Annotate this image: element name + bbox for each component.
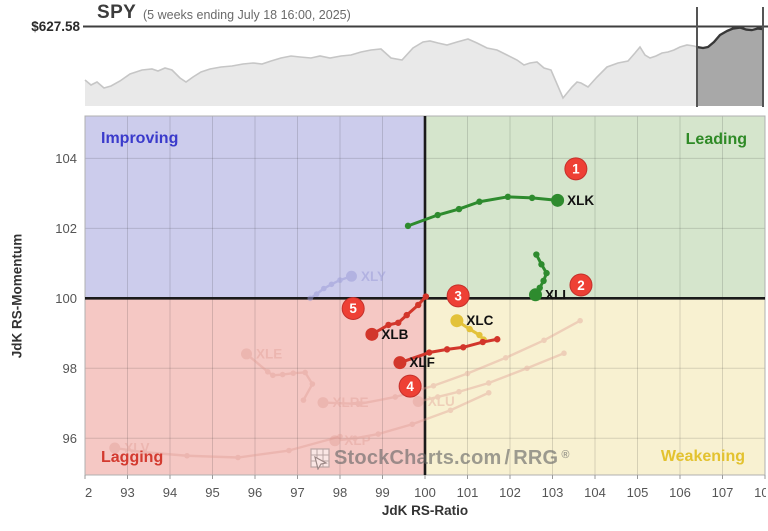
symbol-dot-XLY[interactable]	[345, 270, 357, 282]
x-tick-94: 94	[163, 485, 177, 500]
badge-2[interactable]: 2	[569, 273, 593, 297]
x-tick-93: 93	[120, 485, 134, 500]
badge-1[interactable]: 1	[564, 157, 588, 181]
symbol-dot-XLC[interactable]	[450, 314, 464, 328]
symbol-label-XLY[interactable]: XLY	[361, 269, 386, 284]
rrg-main-chart: 92 93 94 95 96 97 98 99 100 101 102 103 104 105 106 107…	[55, 115, 768, 500]
tail-XLV[interactable]: XLV	[109, 433, 343, 461]
svg-text:1: 1	[572, 162, 580, 177]
quadrant-improving-area	[85, 116, 425, 299]
y-tick-96: 96	[63, 431, 77, 446]
quadrant-label-lagging: Lagging	[101, 449, 164, 466]
symbol-label-XLI[interactable]: XLI	[545, 287, 566, 302]
symbol-dot-XLP[interactable]	[329, 435, 341, 447]
x-tick-103: 103	[542, 485, 564, 500]
tail-XLC[interactable]: XLC	[450, 313, 494, 343]
symbol-label-XLE[interactable]: XLE	[256, 346, 282, 361]
quadrant-label-improving: Improving	[101, 130, 179, 147]
quadrant-label-weakening: Weakening	[660, 448, 745, 465]
x-tick-96: 96	[248, 485, 262, 500]
symbol-dot-XLI[interactable]	[529, 288, 542, 302]
symbol-dot-XLV[interactable]	[109, 442, 121, 454]
date-range-subtitle: (5 weeks ending July 18 16:00, 2025)	[143, 8, 351, 22]
tail-XLF[interactable]: XLF	[393, 336, 501, 370]
symbol-dot-XLB[interactable]	[365, 327, 379, 341]
quadrant-lagging-area	[85, 298, 425, 475]
symbol-dot-XLE[interactable]	[241, 348, 252, 360]
x-tick-107: 107	[712, 485, 734, 500]
symbol-dot-XLF[interactable]	[393, 356, 407, 370]
x-tick-106: 106	[669, 485, 691, 500]
symbol-label-XLK[interactable]: XLK	[567, 193, 594, 208]
x-tick-95: 95	[205, 485, 219, 500]
symbol-label-XLC[interactable]: XLC	[466, 313, 493, 328]
tail-XLE[interactable]: XLE	[241, 346, 316, 403]
symbol-label-XLU[interactable]: XLU	[428, 394, 455, 409]
badge-3[interactable]: 3	[446, 284, 470, 308]
symbol-label-XLRE[interactable]: XLRE	[333, 395, 369, 410]
x-tick-99: 99	[375, 485, 389, 500]
svg-text:4: 4	[406, 379, 414, 394]
quadrant-label-leading: Leading	[685, 131, 747, 148]
tail-XLY[interactable]: XLY	[307, 269, 386, 302]
x-tick-100: 100	[414, 485, 436, 500]
svg-text:2: 2	[577, 278, 585, 293]
x-tick-97: 97	[290, 485, 304, 500]
x-tick-108: 108	[754, 485, 768, 500]
svg-text:5: 5	[349, 301, 357, 316]
tail-XLU[interactable]: XLU	[412, 350, 567, 409]
x-tick-102: 102	[499, 485, 521, 500]
y-tick-100: 100	[55, 291, 77, 306]
x-tick-105: 105	[627, 485, 649, 500]
x-tick-104: 104	[584, 485, 606, 500]
tail-XLP[interactable]: XLP	[329, 389, 492, 448]
x-tick-98: 98	[333, 485, 347, 500]
tail-XLK[interactable]: XLK	[404, 193, 595, 230]
quadrant-leading-area	[425, 116, 765, 299]
symbol-dot-XLRE[interactable]	[317, 397, 329, 409]
tail-XLRE[interactable]: XLRE	[317, 317, 583, 410]
x-tick-101: 101	[457, 485, 479, 500]
svg-text:3: 3	[454, 289, 462, 304]
tail-XLB[interactable]: XLB	[365, 293, 430, 342]
x-tick-92: 92	[78, 485, 92, 500]
spy-price-label: $627.58	[31, 19, 80, 34]
symbol-label-XLF[interactable]: XLF	[409, 355, 435, 370]
spy-symbol-title: SPY	[97, 2, 137, 23]
symbol-dot-XLU[interactable]	[412, 396, 424, 408]
symbol-label-XLV[interactable]: XLV	[124, 441, 149, 456]
quadrant-weakening-area	[425, 298, 765, 475]
spy-sparkline-chart	[83, 7, 768, 107]
y-tick-104: 104	[55, 151, 77, 166]
y-axis-title: JdK RS-Momentum	[9, 233, 25, 359]
symbol-label-XLB[interactable]: XLB	[381, 327, 408, 342]
badge-5[interactable]: 5	[341, 296, 365, 320]
y-tick-102: 102	[55, 221, 77, 236]
symbol-dot-XLK[interactable]	[551, 193, 565, 207]
y-tick-98: 98	[63, 361, 77, 376]
sparkline-selection-window[interactable]	[697, 7, 763, 107]
tail-XLI[interactable]: XLI	[529, 251, 566, 302]
badge-4[interactable]: 4	[398, 374, 422, 398]
symbol-label-XLP[interactable]: XLP	[344, 433, 370, 448]
x-axis-title: JdK RS-Ratio	[381, 503, 469, 518]
